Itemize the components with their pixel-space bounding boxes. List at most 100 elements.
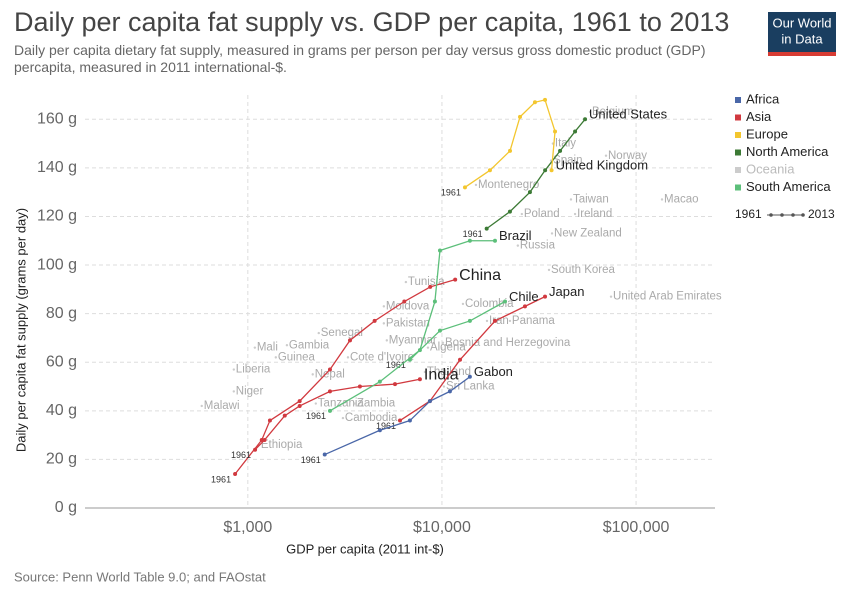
country-point [382,305,386,308]
country-point [604,154,608,157]
y-tick-label: 160 g [37,111,77,128]
country-point [382,322,386,325]
country-point [423,370,427,374]
country-label: Ireland [577,208,612,220]
source: Source: Penn World Table 9.0; and FAOsta… [14,569,266,584]
series-label: China [459,267,501,284]
series-point [543,294,548,299]
series-point [253,447,258,452]
series-point [518,114,523,119]
country-label: Poland [524,208,560,220]
series-point [549,168,554,173]
legend-year: 1961 [735,207,762,221]
legend-label: Oceania [746,161,795,176]
series-point [558,148,563,153]
country-label: Niger [236,385,264,397]
series-point [397,418,402,423]
country-label: Iran [489,315,509,327]
series-point [427,399,432,404]
series-point [262,437,267,442]
logo-text: Our World [773,15,832,30]
x-tick-label: $10,000 [413,519,471,536]
country-point [660,198,664,201]
series-point [417,377,422,382]
country-point [550,232,554,235]
series-point [573,129,578,134]
country-point [569,198,573,201]
country-point [404,280,408,284]
country-label: United Arab Emirates [613,291,722,303]
legend-dot [791,213,795,217]
country-label: Gambia [289,339,330,351]
series-point [453,277,458,282]
series-line [409,300,506,361]
series-point [357,384,362,389]
series-line [464,99,556,188]
country-point [314,402,318,405]
series-point [447,389,452,394]
start-year: 1961 [301,455,321,465]
series-point [417,348,422,353]
legend-dot [801,213,805,217]
series-point [282,413,287,418]
country-point [547,268,551,272]
legend-swatch [735,132,741,138]
country-point [311,373,314,376]
country-point [353,402,357,405]
country-point [461,302,465,306]
series-label: Japan [549,284,584,299]
legend-label: Europe [746,126,788,141]
series-point [432,299,437,304]
country-label: Bosnia and Herzegovina [445,337,571,349]
legend-label: North America [746,144,829,159]
country-point [474,183,478,187]
series-point [467,238,472,243]
country-label: Mali [257,342,278,354]
country-point [442,385,446,388]
series-point [458,357,463,362]
country-label: Guinea [278,351,316,363]
start-year: 1961 [231,450,251,460]
country-label: Montenegro [478,179,539,191]
legend-year: 2013 [808,207,835,221]
y-tick-label: 0 g [55,499,77,516]
series-point [437,248,442,253]
series-point [503,299,508,304]
series-point [507,209,512,214]
country-point [508,319,512,323]
chart-subtitle: Daily per capita dietary fat supply, mea… [14,42,706,75]
country-label: Sri Lanka [446,381,495,393]
series-point [543,168,548,173]
country-point [609,295,613,298]
series-point [233,471,238,476]
country-label: Cambodia [345,412,398,424]
country-label: Senegal [321,327,363,339]
x-tick-label: $100,000 [603,519,670,536]
country-label: Malawi [204,400,240,412]
country-point [341,416,345,420]
country-point [516,244,520,247]
series-label: United States [589,107,668,122]
series-point [327,389,332,394]
start-year: 1961 [386,360,406,370]
subtitle-box: Daily per capita dietary fat supply, mea… [14,42,706,75]
country-label: Zambia [357,398,396,410]
country-label: Cote d'Ivoire [350,351,414,363]
country-point [573,212,577,216]
y-tick-label: 100 g [37,256,77,273]
logo-box [768,12,836,56]
series-point [372,318,377,323]
series-label: United Kingdom [556,158,649,173]
legend-label: Asia [746,109,772,124]
legend-label: Africa [746,91,780,106]
start-year: 1961 [306,411,326,421]
legend: Africa Asia Europe North America Oceania Sout… [735,91,835,221]
y-tick-label: 20 g [46,451,77,468]
country-point [232,390,236,393]
series-label: Gabon [474,364,513,379]
series-point [543,97,548,102]
country-label: Panama [512,315,555,327]
country-point [520,212,524,216]
